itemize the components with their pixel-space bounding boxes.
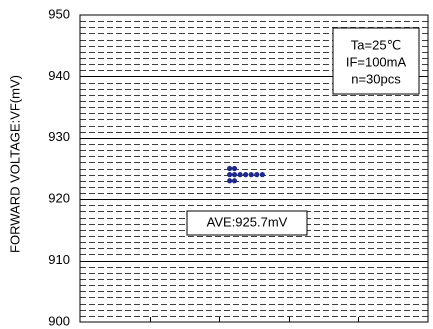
condition-temperature: Ta=25℃ [351, 37, 401, 52]
y-tick-label: 940 [48, 68, 70, 83]
conditions-box-frame [332, 27, 420, 95]
condition-current: IF=100mA [346, 54, 407, 69]
y-tick-label: 910 [48, 252, 70, 267]
data-point [254, 172, 260, 178]
y-axis-title: FORWARD VOLTAGE:VF(mV) [7, 75, 22, 253]
average-label: AVE:925.7mV [207, 214, 288, 229]
data-point [227, 178, 233, 184]
data-point [231, 178, 238, 184]
data-point [231, 172, 238, 178]
average-box: AVE:925.7mV [186, 210, 308, 236]
data-points [227, 165, 265, 184]
data-point [237, 172, 243, 178]
data-point [243, 172, 249, 178]
plot-frame [79, 14, 429, 323]
condition-sample-count: n=30pcs [351, 71, 401, 86]
y-tick-labels: 900 910 920 930 940 950 [48, 6, 70, 328]
data-point [259, 172, 265, 178]
y-tick-label: 920 [48, 191, 70, 206]
y-tick-label: 930 [48, 129, 70, 144]
y-tick-label: 900 [48, 313, 70, 328]
y-tick-label: 950 [48, 6, 70, 21]
x-tick-marks [150, 317, 359, 322]
data-point [227, 172, 233, 178]
conditions-box: Ta=25℃ IF=100mA n=30pcs [332, 27, 420, 95]
data-point [248, 172, 254, 178]
data-point [227, 165, 233, 172]
average-box-frame [186, 210, 308, 236]
data-point [231, 165, 238, 172]
